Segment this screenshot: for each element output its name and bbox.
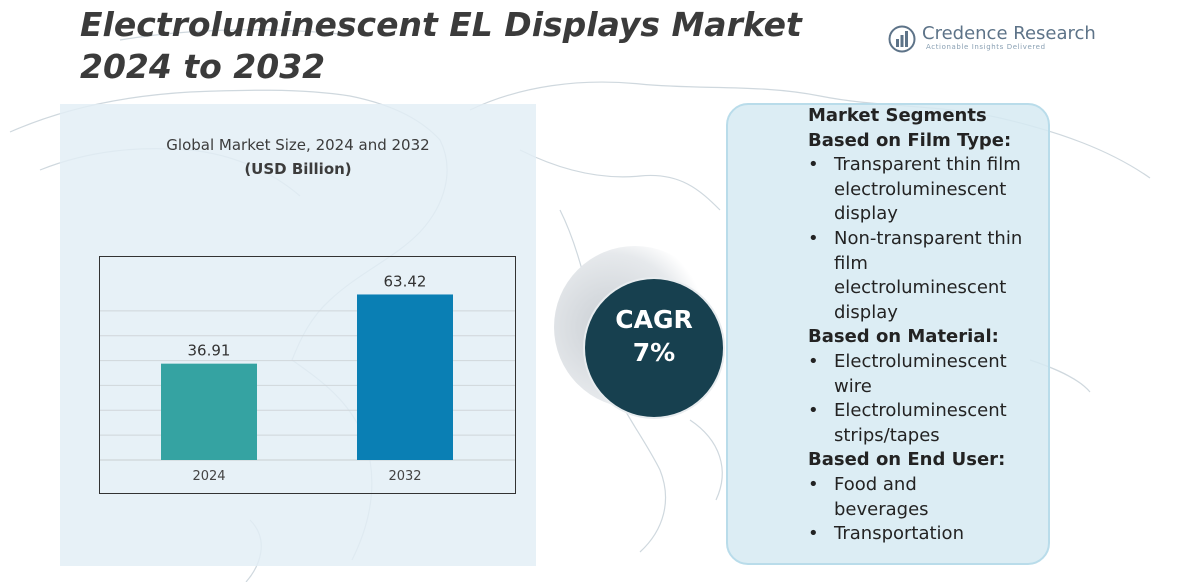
segment-item-line: wire [834, 375, 872, 397]
segment-item-line: Electroluminescent [834, 400, 1007, 422]
segment-item-line: electroluminescent [834, 178, 1007, 200]
chart-title: Global Market Size, 2024 and 2032 [166, 136, 430, 154]
segment-item: • Food and beverages [808, 473, 1048, 522]
segment-group-heading: Based on Material: [808, 326, 999, 348]
cagr-label: CAGR [615, 305, 693, 334]
cagr-badge: CAGR 7% [585, 279, 723, 417]
segments-heading: Market Segments [808, 105, 987, 126]
segment-item-line: film [834, 252, 868, 274]
segment-item-line: electroluminescent [834, 277, 1007, 299]
brand-tagline: Actionable Insights Delivered [926, 43, 1046, 51]
segment-item: • Non-transparent thin film electroluminesc… [808, 227, 1048, 325]
segment-item-line: strips/tapes [834, 424, 940, 446]
segment-item-line: beverages [834, 498, 929, 520]
segment-item: • Transportation [808, 522, 1048, 547]
bullet-icon: • [808, 350, 819, 372]
bar-chart: 36.91 2024 63.42 2032 [99, 256, 516, 494]
segment-item-line: display [834, 203, 898, 225]
segment-item-line: Non-transparent thin [834, 227, 1023, 249]
bullet-icon: • [808, 473, 819, 495]
bar-2024 [161, 363, 257, 460]
segment-group-heading: Based on Film Type: [808, 129, 1012, 151]
chart-panel: Global Market Size, 2024 and 2032 (USD B… [60, 104, 536, 566]
segment-item: • Electroluminescent wire [808, 350, 1048, 399]
page-title: Electroluminescent EL Displays Market 20… [80, 5, 802, 86]
brand-name: Credence Research [922, 23, 1096, 44]
cagr-value: 7% [632, 338, 676, 367]
bar-chart-globe-icon [888, 25, 916, 53]
segment-item-line: Transportation [834, 523, 964, 545]
bullet-icon: • [808, 400, 819, 422]
bullet-icon: • [808, 154, 819, 176]
segment-item: • Transparent thin film electroluminescent… [808, 153, 1048, 227]
data-label: 63.42 [384, 272, 427, 290]
data-label: 36.91 [188, 342, 231, 360]
segment-group-heading: Based on End User: [808, 449, 1006, 471]
brand-logo: Credence Research Actionable Insights De… [888, 23, 1096, 55]
segment-item-line: display [834, 301, 898, 323]
bullet-icon: • [808, 227, 819, 249]
bar-2032 [357, 294, 453, 460]
segment-item-line: Transparent thin film [834, 154, 1021, 176]
segment-item-line: Food and [834, 473, 917, 495]
chart-frame [99, 256, 516, 494]
segment-item: • Electroluminescent strips/tapes [808, 399, 1048, 448]
x-tick-label: 2024 [192, 469, 225, 484]
segments-list: Market Segments Based on Film Type: • Tran… [808, 104, 1048, 547]
x-tick-label: 2032 [388, 469, 421, 484]
bullet-icon: • [808, 523, 819, 545]
segments-panel [726, 103, 1050, 565]
chart-units: (USD Billion) [244, 160, 352, 178]
segment-item-line: Electroluminescent [834, 350, 1007, 372]
